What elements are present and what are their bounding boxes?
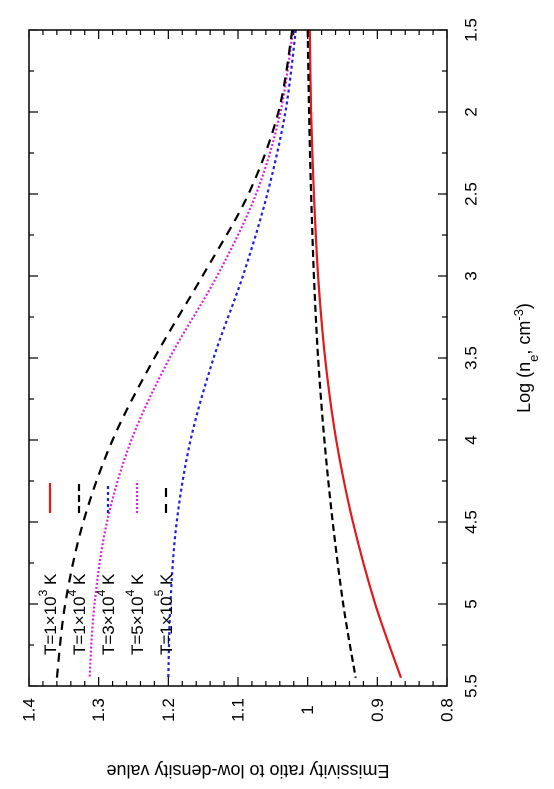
y-tick-label: 1.2 xyxy=(159,698,178,722)
x-tick-label: 3 xyxy=(462,271,481,280)
x-tick-label: 3.5 xyxy=(462,346,481,370)
legend-entry-1: T=1×103 K xyxy=(36,483,60,655)
y-axis-title: Emissivity ratio to low-density value xyxy=(106,761,389,781)
x-tick-label: 5 xyxy=(462,599,481,608)
x-axis-title: Log (ne, cm-3) xyxy=(511,303,541,413)
x-tick-label: 1.5 xyxy=(462,18,481,42)
plot-frame xyxy=(28,29,448,687)
y-tick-label: 1 xyxy=(298,705,317,714)
series-line-2 xyxy=(306,29,357,678)
series-line-5 xyxy=(55,29,294,678)
legend-label: T=3×104 K xyxy=(94,573,118,655)
y-tick-label: 0.9 xyxy=(368,698,387,722)
tick-group xyxy=(28,29,448,687)
legend-entry-3: T=3×104 K xyxy=(94,483,118,655)
series-line-3 xyxy=(167,29,297,678)
y-tick-label: 1.3 xyxy=(89,698,108,722)
legend-label: T=5×104 K xyxy=(123,573,147,655)
series-line-4 xyxy=(88,29,295,678)
legend-label: T=1×103 K xyxy=(36,573,60,655)
y-tick-label: 0.8 xyxy=(438,698,457,722)
legend-label: T=1×105 K xyxy=(152,573,176,655)
y-tick-label: 1.1 xyxy=(229,698,248,722)
x-tick-label: 2.5 xyxy=(462,182,481,206)
legend-entry-5: T=1×105 K xyxy=(152,483,176,655)
x-tick-label: 4.5 xyxy=(462,510,481,534)
x-tick-label: 2 xyxy=(462,107,481,116)
legend-entry-4: T=5×104 K xyxy=(123,483,147,655)
tick-label-group: 1.5 2 2.5 3 3.5 4 4.5 5 5.5 0.8 0.9 1 1.1 1.2 1.3 1.4 xyxy=(20,18,481,722)
series-line-1 xyxy=(308,29,403,679)
legend-label: T=1×104 K xyxy=(65,573,89,655)
legend: T=1×103 KT=1×104 KT=3×104 KT=5×104 KT=1×… xyxy=(36,483,176,655)
x-tick-label: 5.5 xyxy=(462,674,481,698)
y-tick-label: 1.4 xyxy=(20,698,39,722)
x-tick-label: 4 xyxy=(462,435,481,444)
legend-entry-2: T=1×104 K xyxy=(65,483,89,655)
plot-series-group xyxy=(55,29,403,679)
